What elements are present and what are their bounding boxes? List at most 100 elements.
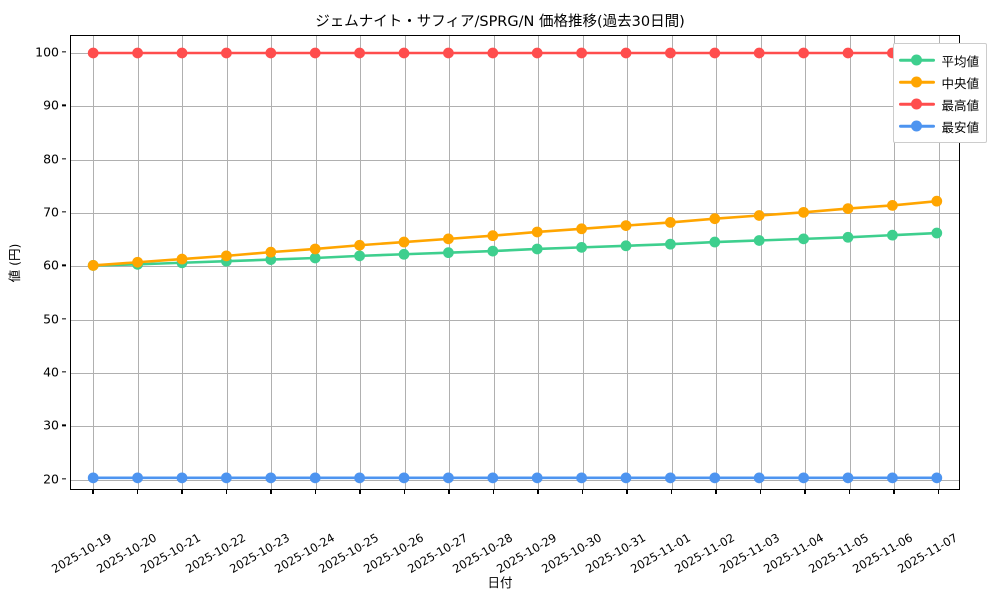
series-data-point [398, 248, 410, 260]
y-axis-tick-mark [62, 104, 66, 107]
y-axis-tick-mark [62, 51, 66, 53]
series-data-point [87, 472, 99, 484]
y-axis-tick-label: 60 [43, 257, 59, 273]
gridline-horizontal [71, 213, 959, 215]
x-axis-tick-mark [181, 490, 183, 494]
y-axis-tick-mark [62, 371, 66, 373]
x-axis-tick-mark [136, 490, 139, 494]
series-data-point [309, 472, 321, 484]
series-data-point [443, 247, 454, 259]
x-axis-tick-mark [715, 490, 717, 494]
gridline-vertical [849, 36, 851, 489]
series-data-point [842, 472, 854, 484]
y-axis-tick-label: 100 [35, 44, 59, 60]
series-data-point [132, 256, 143, 268]
series-data-point [309, 252, 321, 264]
series-data-point [132, 47, 143, 59]
gridline-vertical [582, 36, 584, 489]
gridline-vertical [671, 36, 673, 489]
series-data-point [887, 472, 898, 484]
x-axis-ticks: 2025-10-19 2025-10-20 2025-10-21 2025-10-22… [49, 490, 960, 600]
series-data-point [531, 472, 543, 484]
series-data-point [176, 47, 188, 59]
series-data-point [265, 47, 277, 59]
legend-item[interactable]: 最安値 [899, 115, 979, 137]
series-data-point [443, 472, 454, 484]
gridline-vertical [938, 36, 940, 489]
legend-color-swatch [899, 118, 936, 134]
x-axis-tick-mark [893, 490, 895, 494]
gridline-vertical [493, 36, 495, 489]
series-data-point [487, 472, 499, 484]
series-data-point [665, 217, 676, 228]
series-data-point [709, 472, 721, 484]
series-data-point [132, 472, 143, 484]
y-axis-tick-label: 90 [43, 97, 59, 113]
series-data-point [576, 47, 587, 59]
series-data-point [265, 246, 277, 258]
y-axis-tick-label: 20 [43, 471, 59, 487]
gridline-vertical [760, 36, 762, 489]
legend-label: 中央値 [941, 75, 979, 91]
x-axis-tick-mark [359, 490, 361, 494]
series-data-point [87, 260, 99, 271]
gridline-horizontal [71, 159, 959, 161]
series-data-point [798, 472, 809, 484]
y-axis-tick-mark [62, 478, 66, 480]
series-data-point [620, 220, 632, 231]
series-data-point [265, 254, 277, 265]
legend-item[interactable]: 平均値 [899, 49, 979, 71]
x-axis-tick-mark [403, 490, 406, 494]
series-data-point [398, 47, 410, 59]
series-data-point [665, 238, 676, 250]
y-axis-tick-label: 80 [43, 151, 59, 167]
series-data-point [753, 235, 765, 246]
series-lines-and-markers [87, 47, 943, 484]
legend-label: 最高値 [941, 97, 979, 113]
series-data-point [798, 47, 809, 59]
series-data-point [931, 227, 943, 239]
series-data-point [931, 195, 943, 207]
series-data-point [176, 253, 188, 265]
x-axis-tick-mark [848, 490, 851, 494]
chart-title: ジェムナイト・サフィア/SPRG/N 価格推移(過去30日間) [315, 14, 685, 30]
series-data-point [221, 250, 232, 262]
legend-color-swatch [899, 52, 936, 68]
y-axis-tick-label: 30 [43, 417, 59, 433]
series-data-point [443, 47, 454, 59]
series-data-point [531, 243, 543, 255]
series-data-point [398, 472, 410, 484]
series-data-point [354, 250, 365, 262]
series-data-point [354, 472, 365, 484]
gridline-horizontal [71, 479, 959, 481]
gridline-vertical [538, 36, 540, 489]
series-data-point [221, 472, 232, 484]
series-data-point [576, 241, 587, 253]
series-data-point [887, 200, 898, 211]
series-data-point [87, 47, 99, 59]
series-data-point [265, 472, 277, 484]
x-axis-tick-mark [270, 490, 272, 494]
series-line [91, 231, 939, 267]
y-axis-ticks: 20 30 40 50 60 70 80 90 100 [0, 35, 70, 490]
series-data-point [753, 472, 765, 484]
y-axis-tick-label: 50 [43, 311, 59, 327]
gridline-horizontal [71, 266, 959, 268]
y-axis-tick-mark [62, 158, 66, 160]
legend-item[interactable]: 最高値 [899, 93, 979, 115]
series-data-point [398, 236, 410, 248]
x-axis-tick-mark [92, 490, 94, 494]
series-data-point [221, 47, 232, 59]
series-data-point [309, 47, 321, 59]
series-data-point [665, 47, 676, 59]
gridline-vertical [805, 36, 807, 489]
x-axis-tick-mark [670, 490, 673, 494]
series-data-point [709, 47, 721, 59]
legend-color-swatch [899, 74, 936, 90]
x-axis-tick-mark [492, 490, 495, 494]
x-axis-tick-mark [314, 490, 317, 494]
legend-color-swatch [899, 96, 936, 112]
legend-item[interactable]: 中央値 [899, 71, 979, 93]
chart-legend: 平均値中央値最高値最安値 [893, 43, 987, 143]
